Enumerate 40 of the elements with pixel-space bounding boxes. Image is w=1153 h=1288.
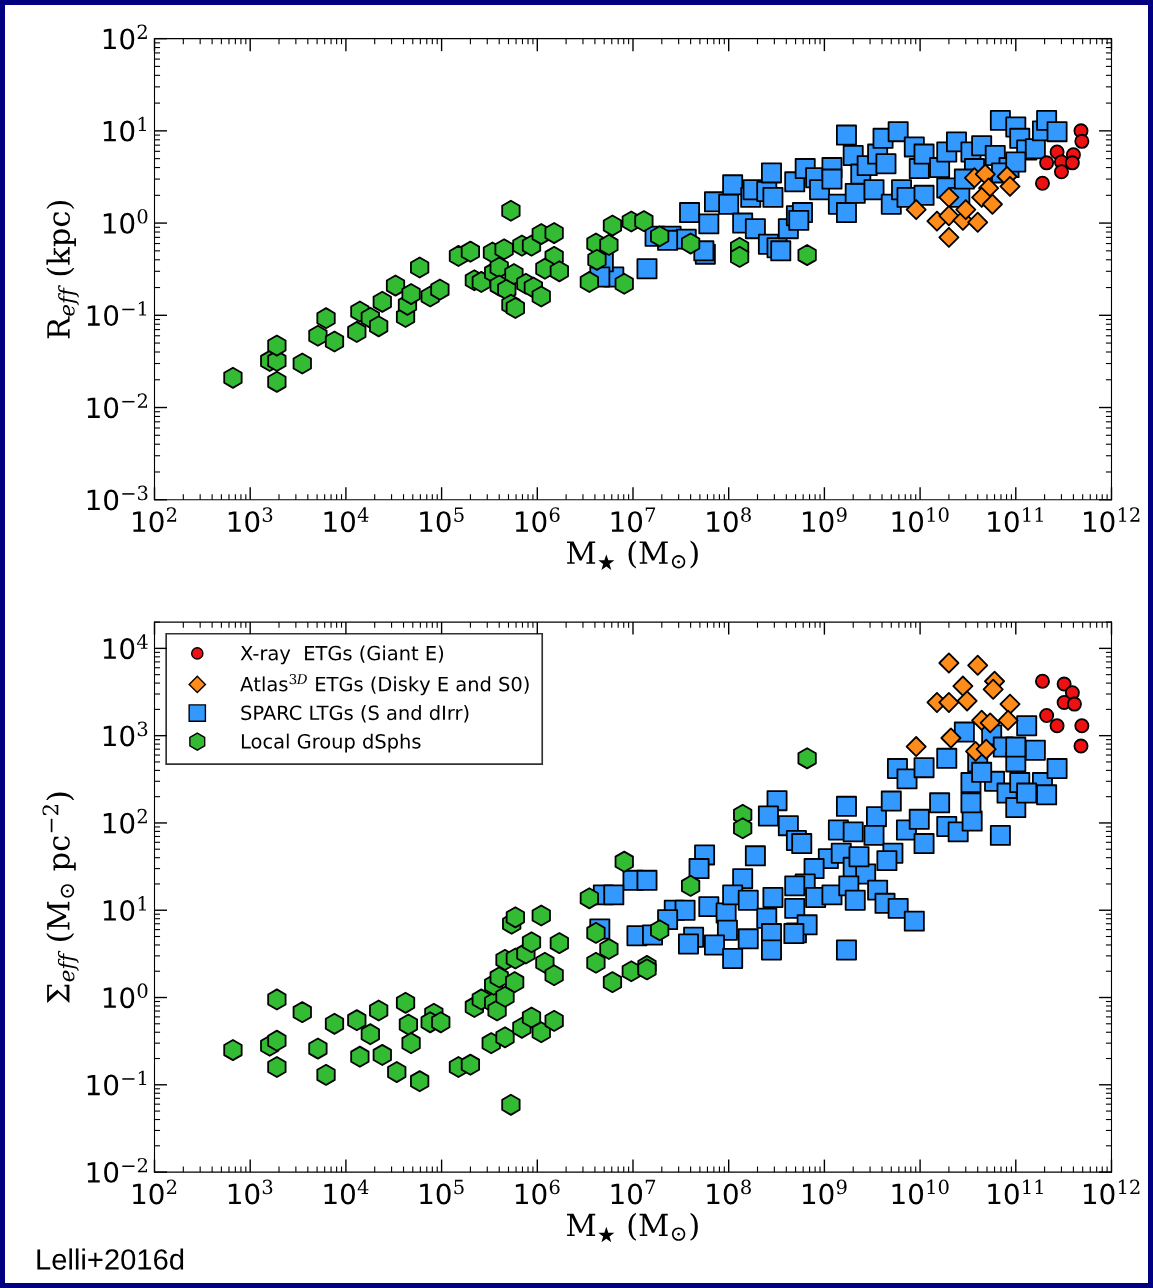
x-tick-label: 10$^{9}$ [803, 507, 847, 533]
x-tick-label: 10$^{4}$ [324, 1179, 369, 1205]
y-tick-label: 10$^{3}$ [103, 721, 148, 747]
y-axis-title: R$_{eff}$ (kpc) [46, 201, 79, 339]
x-tick-label: 10$^{9}$ [803, 1179, 847, 1205]
x-tick-label: 10$^{7}$ [611, 1179, 656, 1205]
y-tick-label: 10$^{4}$ [103, 634, 148, 660]
x-tick-label: 10$^{5}$ [420, 507, 464, 533]
x-tick-label: 10$^{3}$ [228, 507, 273, 533]
x-tick-label: 10$^{8}$ [707, 507, 751, 533]
x-axis-title: M$_{★}$ (M$_{⊙}$) [566, 540, 698, 570]
y-tick-label: 10$^{0}$ [103, 983, 148, 1009]
x-tick-label: 10$^{10}$ [892, 507, 949, 533]
x-tick-label: 10$^{7}$ [611, 507, 656, 533]
y-tick-label: 10$^{1}$ [103, 116, 146, 142]
x-tick-label: 10$^{12}$ [1083, 1179, 1140, 1205]
x-tick-label: 10$^{5}$ [420, 1179, 464, 1205]
y-tick-label: 10$^{−2}$ [87, 393, 147, 419]
x-tick-label: 10$^{8}$ [707, 1179, 751, 1205]
y-tick-label: 10$^{2}$ [103, 808, 147, 834]
y-axis-title: Σ$_{eff}$ (M$_{⊙}$ pc$^{−2}$) [42, 792, 79, 1003]
x-tick-label: 10$^{3}$ [228, 1179, 273, 1205]
x-tick-label: 10$^{11}$ [988, 1179, 1043, 1205]
x-axis-title: M$_{★}$ (M$_{⊙}$) [566, 1212, 698, 1243]
y-tick-label: 10$^{2}$ [103, 24, 147, 50]
x-tick-label: 10$^{6}$ [515, 1179, 560, 1205]
y-tick-label: 10$^{−1}$ [87, 301, 147, 327]
x-tick-label: 10$^{11}$ [988, 507, 1043, 533]
x-tick-label: 10$^{4}$ [324, 507, 369, 533]
y-tick-label: 10$^{0}$ [103, 208, 148, 234]
legend-label: Local Group dSphs [241, 733, 421, 753]
legend-label: Atlas$^{3D}$ ETGs (Disky E and S0) [240, 673, 529, 696]
legend-label: SPARC LTGs (S and dIrr) [241, 705, 469, 723]
y-tick-label: 10$^{1}$ [103, 896, 146, 921]
text: Lelli+2016d [37, 1248, 184, 1270]
x-tick-label: 10$^{10}$ [892, 1179, 949, 1205]
x-tick-label: 10$^{6}$ [515, 507, 560, 533]
legend-label: X-ray ETGs (Giant E) [240, 645, 444, 665]
y-tick-label: 10$^{−1}$ [87, 1070, 147, 1096]
x-tick-label: 10$^{12}$ [1083, 507, 1140, 533]
